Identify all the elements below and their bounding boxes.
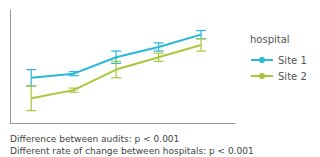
svg-text:Site 1: Site 1 xyxy=(278,55,307,66)
svg-text:hospital: hospital xyxy=(250,34,290,45)
svg-text:Difference between audits: p <: Difference between audits: p < 0.001 xyxy=(10,134,179,144)
svg-text:Different rate of change betwe: Different rate of change between hospita… xyxy=(10,146,254,156)
svg-text:Site 2: Site 2 xyxy=(278,71,307,82)
